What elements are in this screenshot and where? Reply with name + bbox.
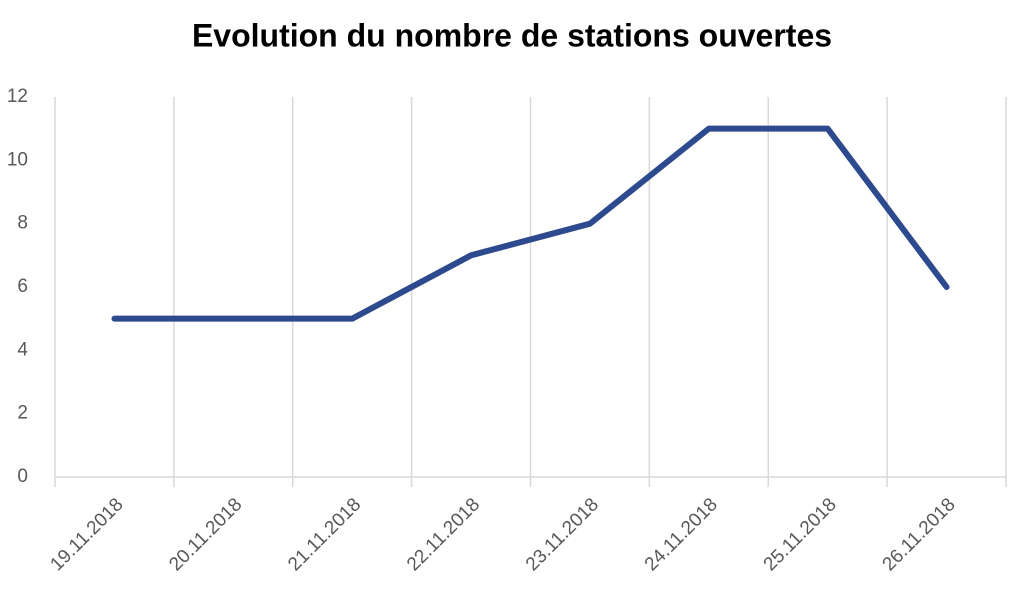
y-tick-label: 12 xyxy=(7,86,28,107)
data-line xyxy=(111,125,950,322)
y-tick-label: 8 xyxy=(17,213,28,234)
chart-title: Evolution du nombre de stations ouvertes xyxy=(192,17,832,53)
y-tick-label: 4 xyxy=(17,339,28,360)
y-tick-label: 2 xyxy=(17,403,28,424)
x-tick-label: 26.11.2018 xyxy=(879,494,960,575)
y-tick-label: 0 xyxy=(17,466,28,487)
x-tick-label: 22.11.2018 xyxy=(403,494,484,575)
x-tick-label: 21.11.2018 xyxy=(284,494,365,575)
x-tick-label: 23.11.2018 xyxy=(522,494,603,575)
y-tick-label: 6 xyxy=(17,276,28,297)
x-tick-label: 20.11.2018 xyxy=(165,494,246,575)
x-tick-label: 24.11.2018 xyxy=(641,494,722,575)
x-tick-label: 25.11.2018 xyxy=(760,494,841,575)
y-tick-label: 10 xyxy=(7,149,28,170)
x-tick-label: 19.11.2018 xyxy=(46,494,127,575)
